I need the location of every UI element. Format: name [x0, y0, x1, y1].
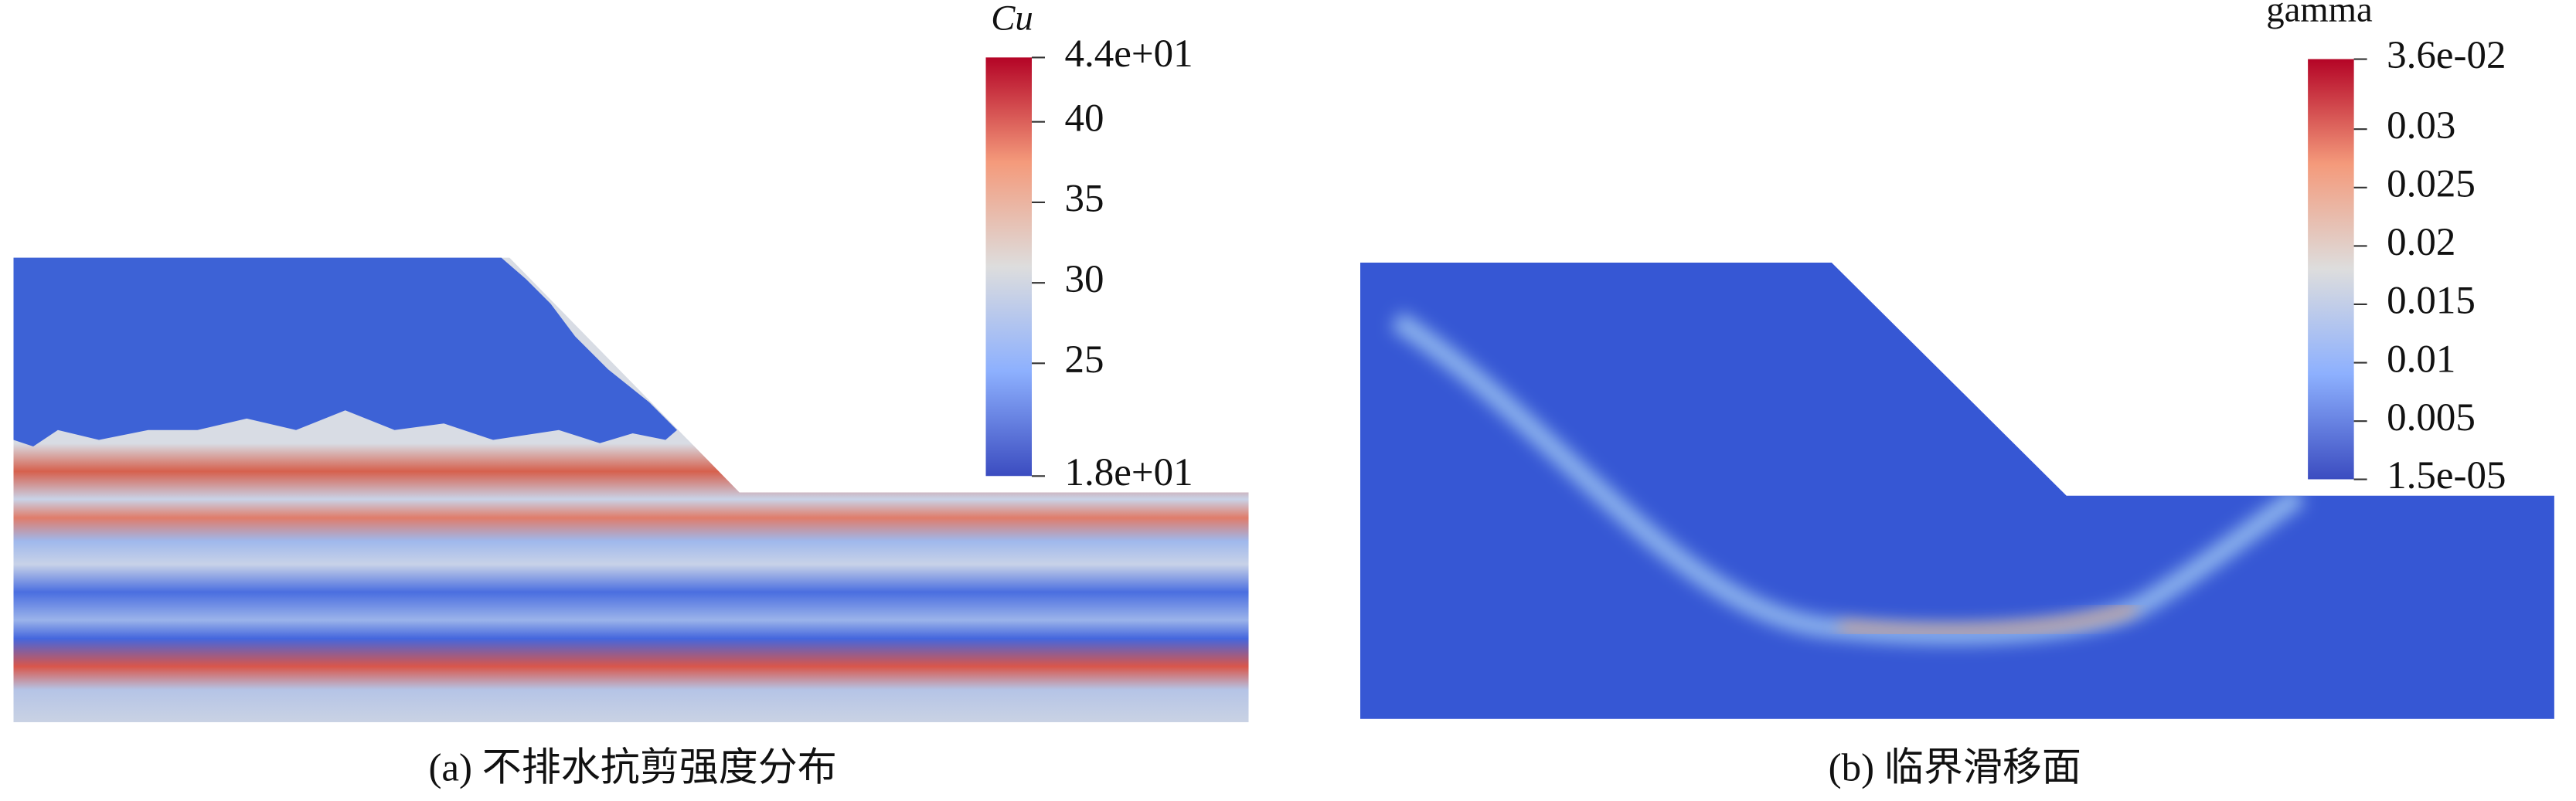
- gamma-field: [1360, 263, 2554, 719]
- panel-b-field: [1360, 263, 2554, 719]
- tick-label: 0.005: [2387, 396, 2476, 440]
- tick-label: 1.5e-05: [2387, 454, 2506, 497]
- caption: (b) 临界滑移面: [1829, 746, 2081, 789]
- tick-label: 0.03: [2387, 104, 2455, 148]
- tick-label: 4.4e+01: [1065, 32, 1193, 76]
- colorbar: [2308, 59, 2354, 480]
- caption: (a) 不排水抗剪强度分布: [428, 746, 836, 789]
- tick-label: 3.6e-02: [2387, 34, 2506, 77]
- tick-label: 0.01: [2387, 338, 2455, 381]
- tick-label: 1.8e+01: [1065, 451, 1193, 494]
- tick-label: 30: [1065, 258, 1104, 301]
- tick-label: 40: [1065, 97, 1104, 140]
- tick-label: 0.025: [2387, 162, 2476, 205]
- upper-layer: [13, 257, 677, 446]
- tick-label: 0.02: [2387, 221, 2455, 264]
- tick-label: 0.015: [2387, 280, 2476, 323]
- panel-a-field: [13, 257, 1249, 722]
- colorbar-title: gamma: [2266, 0, 2373, 30]
- colorbar: [985, 57, 1032, 477]
- tick-label: 35: [1065, 178, 1104, 221]
- slip-core: [1839, 603, 2137, 636]
- tick-label: 25: [1065, 338, 1104, 382]
- colorbar-title: Cu: [991, 0, 1033, 38]
